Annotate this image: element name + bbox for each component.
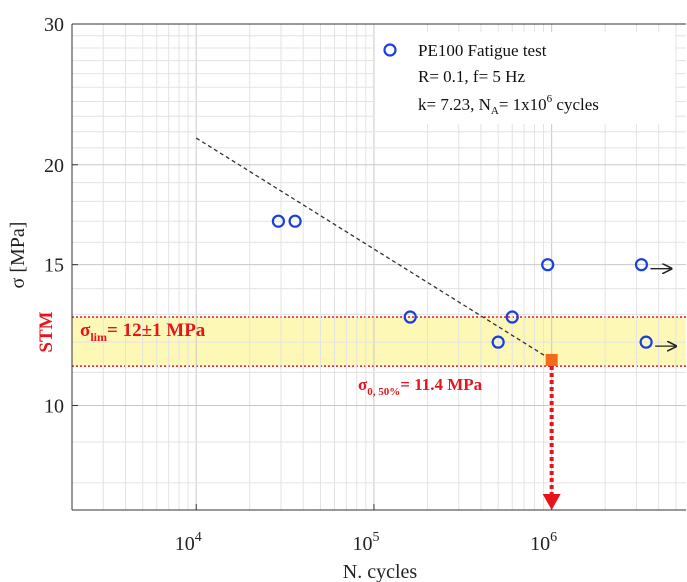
y-axis-label: σ [MPa] [7,222,29,289]
sigma-lim-label: σlim= 12±1 MPa [80,320,206,344]
legend-marker [383,43,397,57]
sigma-median-sub: 0, 50% [367,386,400,398]
legend-line-3: k= 7.23, NA= 1x106 cycles [418,93,599,117]
y-tick-label: 20 [44,155,64,177]
sigma-median-main: σ [358,375,368,394]
y-tick-label: 15 [44,255,64,277]
legend-line-3-a: k= 7.23, N [418,95,491,114]
x-axis-label: N. cycles [343,561,418,582]
points-layer [271,214,676,349]
legend-line-3-sup: 6 [547,93,553,105]
legend-line-3-c: cycles [552,95,599,114]
legend: PE100 Fatigue test R= 0.1, f= 5 Hz k= 7.… [375,32,675,124]
stm-band-layer [72,316,686,367]
data-point [541,258,555,272]
sigma-lim-rest: = 12±1 MPa [107,320,206,341]
x-tick-base: 10 [530,533,550,555]
legend-box [375,32,675,124]
data-point [639,335,653,349]
sigma-lim-sub: lim [90,330,107,344]
median-point [545,353,558,366]
annotation-layer [542,353,561,510]
data-point [491,335,505,349]
x-tick-base: 10 [175,533,195,555]
x-tick-exponent: 5 [372,530,379,545]
x-tick-exponent: 6 [550,530,557,545]
sigma-median-label: σ0, 50%= 11.4 MPa [358,375,483,398]
x-tick-exponent: 4 [195,530,202,545]
legend-line-1: PE100 Fatigue test [418,41,547,60]
y-tick-label: 30 [44,14,64,36]
x-tick-label: 104 [175,530,202,555]
legend-line-3-sub: A [491,105,499,117]
y-tick-label: 10 [44,395,64,417]
median-drop-arrowhead [542,494,561,510]
stm-band [72,317,686,367]
legend-line-2: R= 0.1, f= 5 Hz [418,67,525,86]
data-point [403,310,417,324]
x-tick-label: 105 [352,530,379,555]
x-tick-base: 10 [352,533,372,555]
legend-line-3-b: = 1x10 [499,95,547,114]
stm-label: STM [36,311,57,352]
x-tick-label: 106 [530,530,557,555]
data-point [271,214,285,228]
data-point [288,214,302,228]
data-point [505,310,519,324]
data-point [634,258,649,272]
sigma-median-rest: = 11.4 MPa [400,375,482,394]
sigma-lim-main: σ [80,320,91,341]
